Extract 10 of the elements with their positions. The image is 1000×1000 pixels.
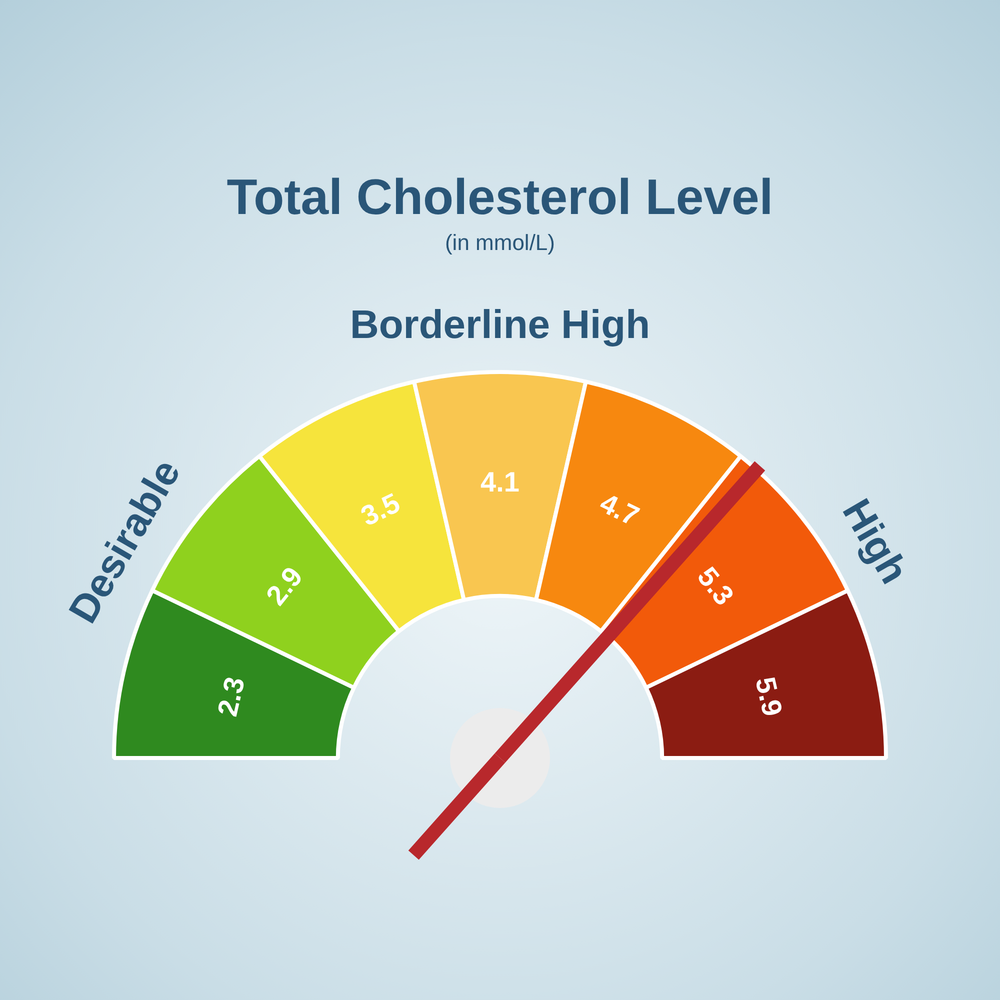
slice-label: 2.9 (260, 561, 309, 611)
slice-label: 5.3 (691, 561, 740, 611)
chart-title: Total Cholesterol Level (226, 168, 774, 226)
text: Borderline High (350, 303, 650, 348)
slice-label: 3.5 (356, 487, 405, 532)
slice-label: 2.3 (212, 674, 251, 720)
chart-subtitle: (in mmol/L) (444, 230, 556, 256)
slice-label: 4.1 (480, 466, 520, 498)
slice-label: 5.9 (749, 674, 788, 720)
slice-label: 4.7 (595, 487, 644, 532)
